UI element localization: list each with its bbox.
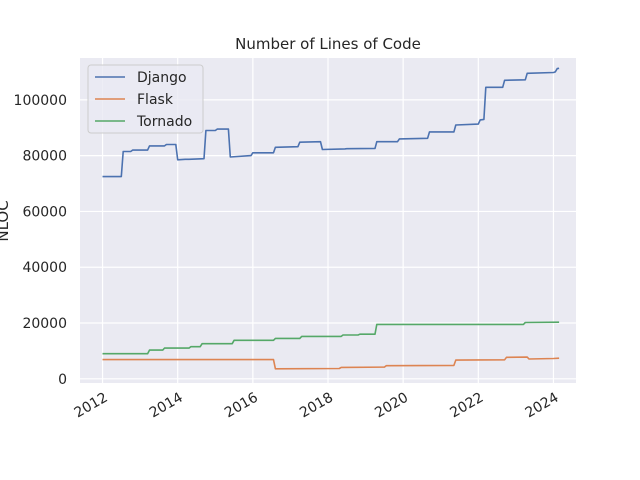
y-tick-label: 40000 xyxy=(22,260,67,276)
legend-label-tornado: Tornado xyxy=(136,114,192,130)
y-tick-label: 100000 xyxy=(14,93,67,109)
x-tick-label: 2024 xyxy=(523,390,562,422)
legend-box xyxy=(87,64,204,134)
grid xyxy=(80,58,576,383)
x-tick-label: 2014 xyxy=(147,390,186,422)
x-tick-label: 2018 xyxy=(297,390,336,422)
series-line-tornado xyxy=(102,321,560,355)
x-tick-label: 2016 xyxy=(222,390,261,422)
x-tick-label: 2022 xyxy=(447,390,486,422)
y-axis-label: NLOC xyxy=(0,200,12,241)
x-tick-label: 2020 xyxy=(372,390,411,422)
series-line-flask xyxy=(102,356,560,370)
x-tick-label: 2012 xyxy=(72,390,111,422)
legend-label-django: Django xyxy=(137,70,187,86)
x-axis-ticks: 2012 2014 2016 2018 2020 2022 2024 xyxy=(72,390,562,422)
y-tick-label: 20000 xyxy=(22,316,67,332)
series-line-django xyxy=(102,67,560,178)
y-tick-label: 0 xyxy=(58,372,67,388)
series-lines xyxy=(102,67,560,370)
y-tick-label: 60000 xyxy=(22,204,67,220)
legend-label-flask: Flask xyxy=(137,92,174,108)
legend: Django Flask Tornado xyxy=(87,64,204,134)
chart-title: Number of Lines of Code xyxy=(235,35,421,53)
y-axis-ticks: 0 20000 40000 60000 80000 100000 xyxy=(14,93,67,388)
y-tick-label: 80000 xyxy=(22,149,67,165)
